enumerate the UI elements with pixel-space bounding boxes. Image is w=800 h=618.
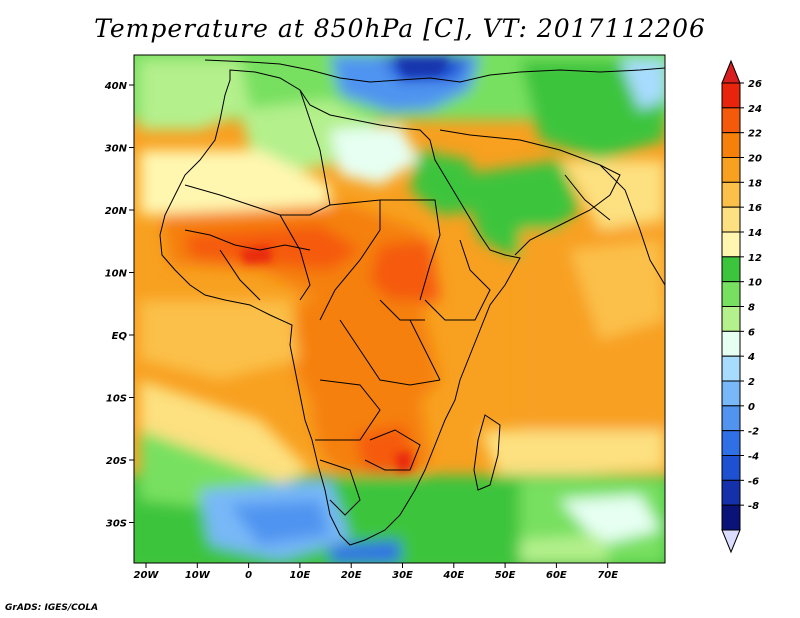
colorbar-cell <box>721 355 741 382</box>
lat-tick-label: 40N <box>104 81 128 92</box>
colorbar-cell <box>721 306 741 332</box>
colorbar-label: 8 <box>748 303 755 314</box>
colorbar-cell <box>721 504 741 531</box>
colorbar-cell <box>721 380 741 407</box>
temperature-field <box>134 55 665 563</box>
lon-tick-label: 20E <box>341 570 362 581</box>
colorbar-label: 22 <box>748 129 762 140</box>
lon-tick-label: 70E <box>597 570 618 581</box>
colorbar-label: 12 <box>748 253 762 264</box>
lon-tick-label: 0 <box>245 570 252 581</box>
colorbar-label: -4 <box>748 452 759 463</box>
colorbar-cell <box>721 256 741 283</box>
colorbar-label: 10 <box>748 278 762 289</box>
colorbar-cell <box>721 281 741 307</box>
lat-tick-label: EQ <box>112 331 128 342</box>
lat-tick-label: 10N <box>105 269 128 280</box>
lon-tick-label: 60E <box>546 570 567 581</box>
colorbar-label: 4 <box>747 352 755 363</box>
lon-tick-label: 50E <box>495 570 516 581</box>
lat-tick-label: 10S <box>106 394 127 405</box>
colorbar-cell <box>721 82 741 109</box>
colorbar-label: -6 <box>748 476 759 487</box>
colorbar-label: 18 <box>748 178 762 189</box>
colorbar-cell <box>721 181 741 208</box>
lat-tick-label: 20N <box>105 206 128 217</box>
lat-tick-label: 30S <box>106 519 127 530</box>
lon-tick-label: 40E <box>442 570 464 581</box>
colorbar-label: 2 <box>748 377 755 388</box>
colorbar-bottom-arrow <box>721 529 741 554</box>
lon-tick-label: 10E <box>290 570 311 581</box>
plot-frame <box>133 54 666 564</box>
credit-text: GrADS: IGES/COLA <box>5 603 99 613</box>
lon-tick-label: 30E <box>392 570 413 581</box>
lon-tick-label: 20W <box>134 570 160 581</box>
colorbar-label: 6 <box>748 327 755 338</box>
colorbar-cell <box>721 455 741 481</box>
colorbar-cell <box>721 107 741 134</box>
colorbar-label: -8 <box>748 501 759 512</box>
colorbar-label: 20 <box>748 154 762 165</box>
colorbar-cell <box>721 405 741 432</box>
longitude-axis: 20W 10W 0 10E 20E 30E 40E 50E 60E 70E <box>134 563 618 581</box>
colorbar-label: 24 <box>748 104 762 115</box>
colorbar-cell <box>721 132 741 159</box>
lon-tick-label: 10W <box>185 570 211 581</box>
latitude-axis: 40N 30N 20N 10N EQ 10S 20S 30S <box>104 81 134 530</box>
colorbar-label: -2 <box>748 427 759 438</box>
colorbar-label: 0 <box>748 402 755 413</box>
colorbar-label: 26 <box>748 79 762 90</box>
colorbar-cell <box>721 157 741 183</box>
colorbar-label: 14 <box>748 228 762 239</box>
coastlines <box>159 59 665 546</box>
colorbar-cell <box>721 430 741 456</box>
colorbar-cell <box>721 206 741 233</box>
colorbar-cell <box>721 231 741 258</box>
lat-tick-label: 30N <box>105 144 128 155</box>
colorbar-label: 16 <box>748 203 762 214</box>
colorbar-top-arrow <box>721 59 741 84</box>
colorbar-cell <box>721 330 741 357</box>
lat-tick-label: 20S <box>106 456 127 467</box>
map-title: Temperature at 850hPa [C], VT: 201711220… <box>94 14 706 43</box>
colorbar-cell <box>721 479 741 506</box>
